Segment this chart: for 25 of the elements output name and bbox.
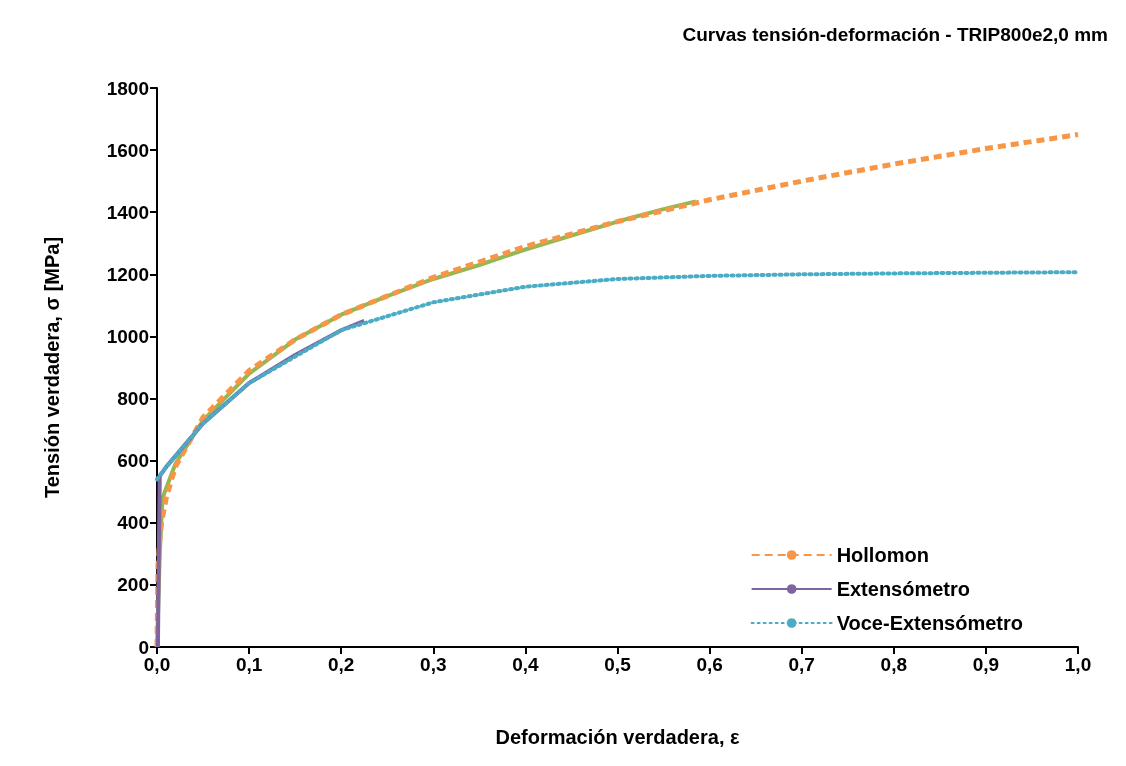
y-tick-label: 1600	[106, 139, 149, 161]
legend-label: Hollomon	[836, 544, 929, 566]
y-tick-label: 800	[117, 388, 149, 410]
x-tick-label: 0,8	[880, 654, 908, 675]
chart-title: Curvas tensión-deformación - TRIP800e2,0 mm	[682, 24, 1108, 45]
x-tick-label: 0,5	[604, 654, 632, 675]
x-axis-title: Deformación verdadera, ε	[495, 726, 741, 748]
y-axis-title: Tensión verdadera, σ [MPa]	[41, 236, 63, 499]
x-tick-label: 1,0	[1064, 654, 1092, 675]
y-tick-label: 600	[117, 450, 149, 472]
legend-label: Voce-Extensómetro	[836, 612, 1024, 634]
y-tick-label: 1800	[106, 77, 149, 99]
x-tick-label: 0,6	[696, 654, 723, 675]
y-tick-label: 200	[117, 574, 149, 596]
y-tick-label: 1000	[106, 325, 149, 347]
x-tick-label: 0,7	[788, 654, 815, 675]
y-tick-label: 400	[117, 512, 149, 534]
legend-label: Extensómetro	[836, 578, 971, 600]
y-tick-label: 1400	[106, 201, 149, 223]
x-tick-label: 0,4	[512, 654, 540, 675]
x-tick-label: 0,3	[420, 654, 447, 675]
y-tick-label: 1200	[106, 263, 149, 285]
x-tick-label: 0,9	[972, 654, 1000, 675]
x-tick-label: 0,1	[235, 654, 263, 675]
x-tick-label: 0,2	[327, 654, 355, 675]
